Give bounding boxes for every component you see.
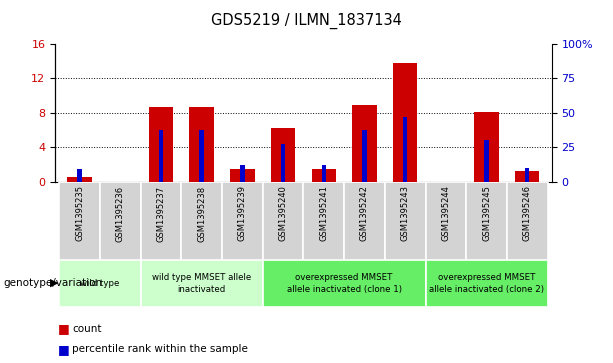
Bar [484, 140, 489, 182]
Text: GSM1395244: GSM1395244 [441, 185, 451, 241]
Text: genotype/variation: genotype/variation [3, 278, 102, 288]
Text: GSM1395241: GSM1395241 [319, 185, 329, 241]
Text: GSM1395242: GSM1395242 [360, 185, 369, 241]
Bar [507, 182, 547, 260]
Bar [77, 169, 82, 182]
Bar [311, 168, 336, 182]
Text: GSM1395243: GSM1395243 [401, 185, 409, 241]
Bar [385, 182, 425, 260]
Text: GSM1395236: GSM1395236 [116, 185, 125, 241]
Bar [199, 130, 204, 182]
Bar [230, 168, 254, 182]
Text: overexpressed MMSET
allele inactivated (clone 1): overexpressed MMSET allele inactivated (… [287, 273, 402, 294]
Text: GSM1395246: GSM1395246 [523, 185, 532, 241]
Bar [149, 107, 173, 182]
Bar [222, 182, 263, 260]
Bar [240, 165, 245, 182]
Text: ▶: ▶ [50, 278, 59, 288]
Text: GDS5219 / ILMN_1837134: GDS5219 / ILMN_1837134 [211, 13, 402, 29]
Text: wild type MMSET allele
inactivated: wild type MMSET allele inactivated [152, 273, 251, 294]
Text: overexpressed MMSET
allele inactivated (clone 2): overexpressed MMSET allele inactivated (… [429, 273, 544, 294]
Bar [159, 130, 163, 182]
Text: count: count [72, 323, 102, 334]
Bar [100, 182, 140, 260]
Bar [525, 168, 530, 182]
Bar [263, 260, 425, 307]
Bar [344, 182, 385, 260]
Bar [140, 182, 181, 260]
Text: GSM1395235: GSM1395235 [75, 185, 84, 241]
Text: GSM1395240: GSM1395240 [278, 185, 287, 241]
Text: wild type: wild type [80, 279, 120, 287]
Text: percentile rank within the sample: percentile rank within the sample [72, 344, 248, 354]
Bar [322, 165, 326, 182]
Bar [362, 130, 367, 182]
Bar [140, 260, 263, 307]
Bar [425, 182, 466, 260]
Bar [474, 112, 499, 182]
Bar [303, 182, 344, 260]
Bar [393, 64, 417, 182]
Bar [403, 117, 408, 182]
Bar [263, 182, 303, 260]
Text: ■: ■ [58, 322, 70, 335]
Bar [425, 260, 547, 307]
Bar [352, 105, 377, 182]
Bar [59, 182, 100, 260]
Text: GSM1395238: GSM1395238 [197, 185, 206, 241]
Bar [181, 182, 222, 260]
Bar [281, 144, 285, 182]
Bar [271, 128, 295, 182]
Text: GSM1395237: GSM1395237 [156, 185, 166, 241]
Bar [515, 171, 539, 182]
Bar [59, 260, 140, 307]
Text: GSM1395245: GSM1395245 [482, 185, 491, 241]
Bar [466, 182, 507, 260]
Bar [67, 177, 92, 182]
Bar [189, 107, 214, 182]
Text: ■: ■ [58, 343, 70, 356]
Text: GSM1395239: GSM1395239 [238, 185, 247, 241]
